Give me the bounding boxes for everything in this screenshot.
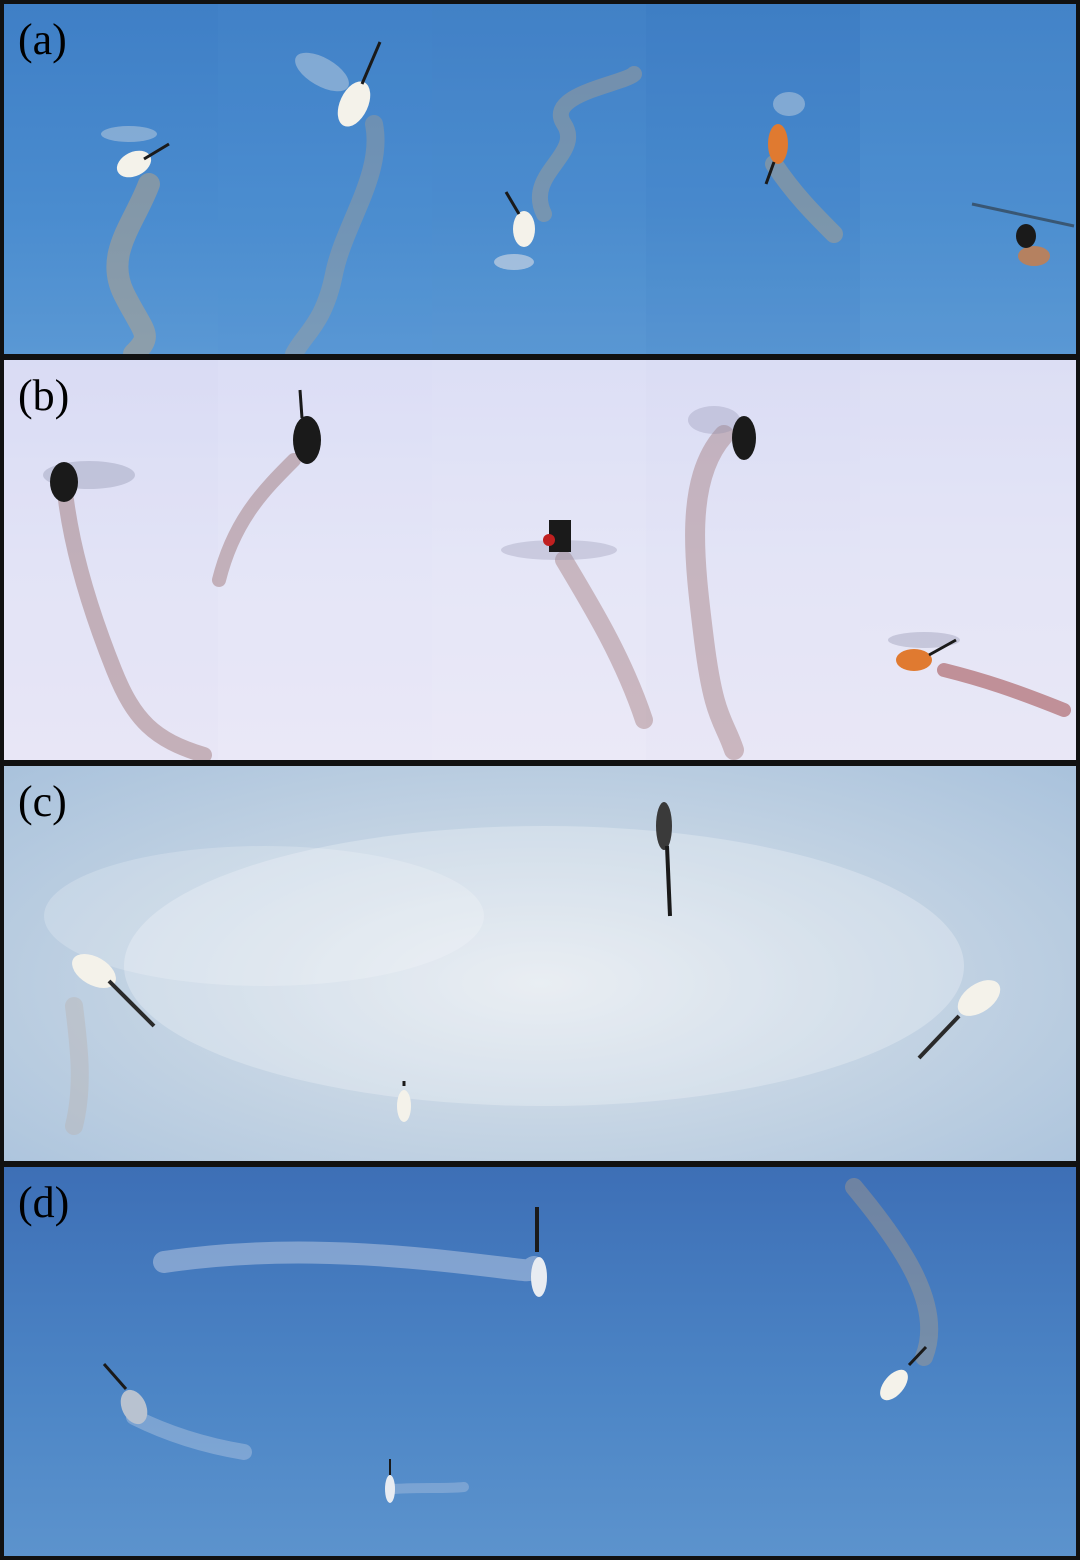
smoke-trail xyxy=(685,425,744,760)
panel-a-scene xyxy=(101,41,1075,354)
frame-a5 xyxy=(860,4,1076,354)
helicopter xyxy=(293,389,321,464)
smoke-trail xyxy=(106,173,160,354)
smoke-puff xyxy=(1018,246,1050,266)
panel-label: (d) xyxy=(18,1178,70,1227)
panel-label: (c) xyxy=(18,777,67,826)
frame-a2 xyxy=(218,4,432,354)
helicopter xyxy=(501,520,617,560)
frame-b1 xyxy=(4,360,218,760)
panel-d-scene xyxy=(102,1178,939,1503)
helicopter xyxy=(971,202,1075,248)
smoke-trail xyxy=(153,1241,545,1282)
panel-b-scene xyxy=(43,389,1071,760)
smoke-trail xyxy=(765,155,843,243)
panel-label: (b) xyxy=(18,371,70,420)
frame-a3 xyxy=(432,4,646,354)
panel-label: (a) xyxy=(18,15,67,64)
helicopter xyxy=(531,1207,547,1297)
helicopter xyxy=(72,953,156,1028)
cloud-haze xyxy=(124,826,964,1106)
helicopter xyxy=(917,980,1001,1060)
helicopter xyxy=(880,1345,928,1401)
helicopter xyxy=(764,92,805,185)
panel-c-scene xyxy=(44,802,1001,1135)
panel-c: (c) xyxy=(4,766,1076,1161)
smoke-trail xyxy=(389,1482,469,1494)
helicopter xyxy=(385,1459,395,1503)
smoke-trail xyxy=(58,492,212,760)
smoke-trail xyxy=(285,115,385,354)
smoke-trail xyxy=(845,1178,939,1366)
panel-a: (a) xyxy=(4,4,1076,354)
helicopter xyxy=(656,802,672,917)
helicopter xyxy=(295,41,382,127)
smoke-trail xyxy=(126,1409,252,1460)
smoke-trail xyxy=(531,66,642,222)
panel-d: (d) xyxy=(4,1167,1076,1556)
frame-b3 xyxy=(432,360,646,760)
smoke-trail xyxy=(937,663,1071,717)
frame-a4 xyxy=(646,4,860,354)
smoke-trail xyxy=(212,453,301,587)
smoke-trail xyxy=(555,551,653,729)
helicopter xyxy=(494,191,535,270)
helicopter xyxy=(101,126,170,178)
helicopter xyxy=(397,1081,411,1122)
frame-b2 xyxy=(218,360,432,760)
cloud-haze xyxy=(44,846,484,986)
smoke-trail xyxy=(65,997,89,1135)
panel-b: (b) xyxy=(4,360,1076,760)
helicopter xyxy=(888,632,960,671)
helicopter xyxy=(688,406,756,460)
helicopter xyxy=(43,461,135,502)
helicopter xyxy=(102,1363,148,1425)
